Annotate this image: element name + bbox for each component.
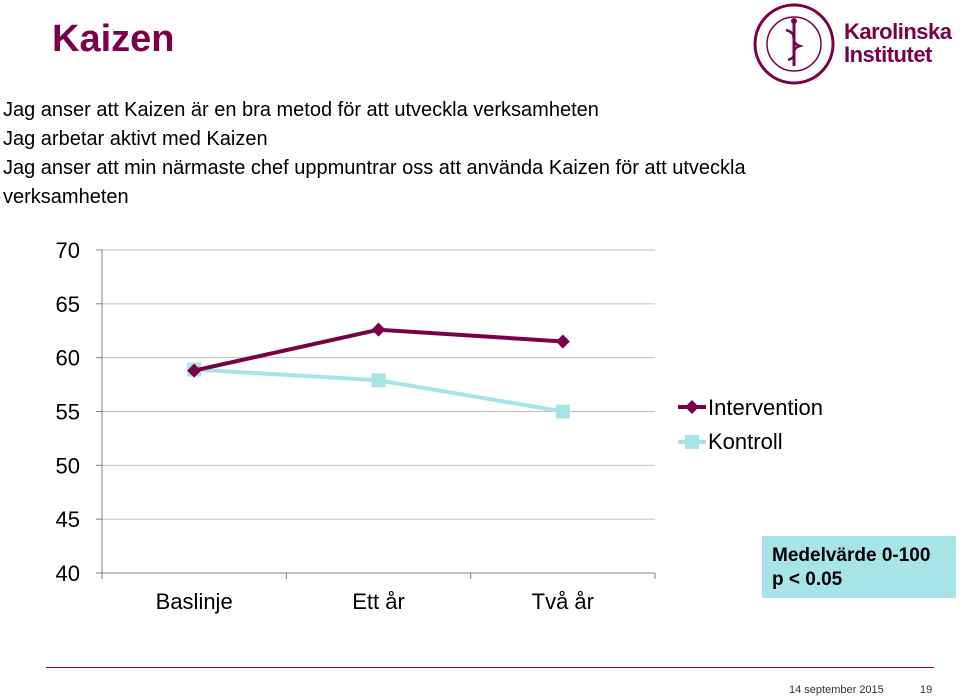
logo-text-line2: Institutet xyxy=(844,42,932,67)
y-tick-label-40: 40 xyxy=(56,561,80,586)
footer-divider xyxy=(46,667,934,668)
statement-2: Jag arbetar aktivt med Kaizen xyxy=(3,128,268,150)
slide-title: Kaizen xyxy=(52,18,175,60)
logo-text: Karolinska Institutet xyxy=(844,20,952,66)
statement-1: Jag anser att Kaizen är en bra metod för… xyxy=(3,99,599,121)
seal-icon xyxy=(753,3,835,85)
logo-text-line1: Karolinska xyxy=(844,19,952,44)
x-tick-label-0: Baslinje xyxy=(156,589,233,614)
data-point-kontroll-1 xyxy=(371,373,386,388)
x-tick-label-2: Två år xyxy=(532,589,594,614)
data-point-intervention-2 xyxy=(555,334,570,349)
footer-page-number: 19 xyxy=(920,684,933,696)
statements: Jag anser att Kaizen är en bra metod för… xyxy=(3,96,833,212)
y-tick-label-50: 50 xyxy=(56,453,80,478)
note-line1: Medelvärde 0-100 xyxy=(772,545,931,566)
y-tick-label-60: 60 xyxy=(56,346,80,371)
legend-diamond-icon xyxy=(678,400,706,414)
statement-3: Jag anser att min närmaste chef uppmuntr… xyxy=(3,157,746,208)
legend-label-intervention: Intervention xyxy=(708,395,823,420)
x-tick-label-1: Ett år xyxy=(352,589,405,614)
data-point-intervention-0 xyxy=(187,363,202,378)
karolinska-logo: Karolinska Institutet xyxy=(752,2,952,86)
note-line2: p < 0.05 xyxy=(772,569,843,590)
y-tick-label-65: 65 xyxy=(56,292,80,317)
note-box: Medelvärde 0-100 p < 0.05 xyxy=(762,536,956,598)
legend-square-icon xyxy=(678,435,706,449)
footer-date: 14 september 2015 xyxy=(789,684,884,696)
y-tick-label-55: 55 xyxy=(56,400,80,425)
data-point-kontroll-2 xyxy=(555,404,570,419)
data-point-intervention-1 xyxy=(371,322,386,337)
legend-label-kontroll: Kontroll xyxy=(708,429,783,454)
line-chart: 40 45 50 55 60 65 70 Baslinje Ett år Två år xyxy=(56,238,656,614)
y-tick-label-70: 70 xyxy=(56,238,80,263)
y-tick-label-45: 45 xyxy=(56,507,80,532)
